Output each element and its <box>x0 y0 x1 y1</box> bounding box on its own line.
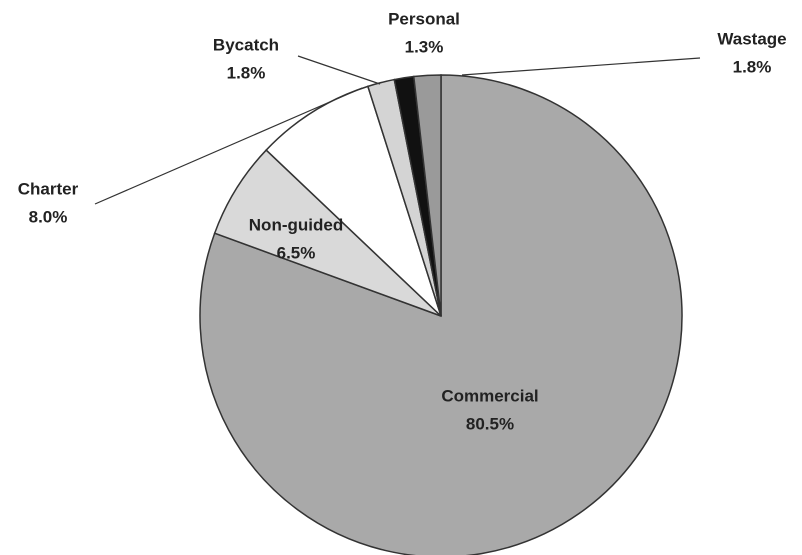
slice-value-label: 1.8% <box>227 63 266 82</box>
slice-value-label: 80.5% <box>466 414 514 433</box>
slice-label: Commercial <box>441 386 538 405</box>
slice-value-label: 1.3% <box>405 37 444 56</box>
leader-line <box>94 87 363 205</box>
slice-label: Bycatch <box>213 35 279 54</box>
slice-label: Personal <box>388 9 460 28</box>
slice-value-label: 6.5% <box>277 243 316 262</box>
pie-slice <box>265 85 442 317</box>
slice-label: Non-guided <box>249 215 343 234</box>
pie-slice <box>199 74 683 555</box>
slice-value-label: 1.8% <box>733 57 772 76</box>
slice-value-label: 8.0% <box>29 207 68 226</box>
pie-slice <box>412 74 442 317</box>
slice-label: Wastage <box>717 29 786 48</box>
slice-label: Charter <box>18 179 79 198</box>
leader-line <box>461 57 701 76</box>
leader-line <box>297 55 381 85</box>
